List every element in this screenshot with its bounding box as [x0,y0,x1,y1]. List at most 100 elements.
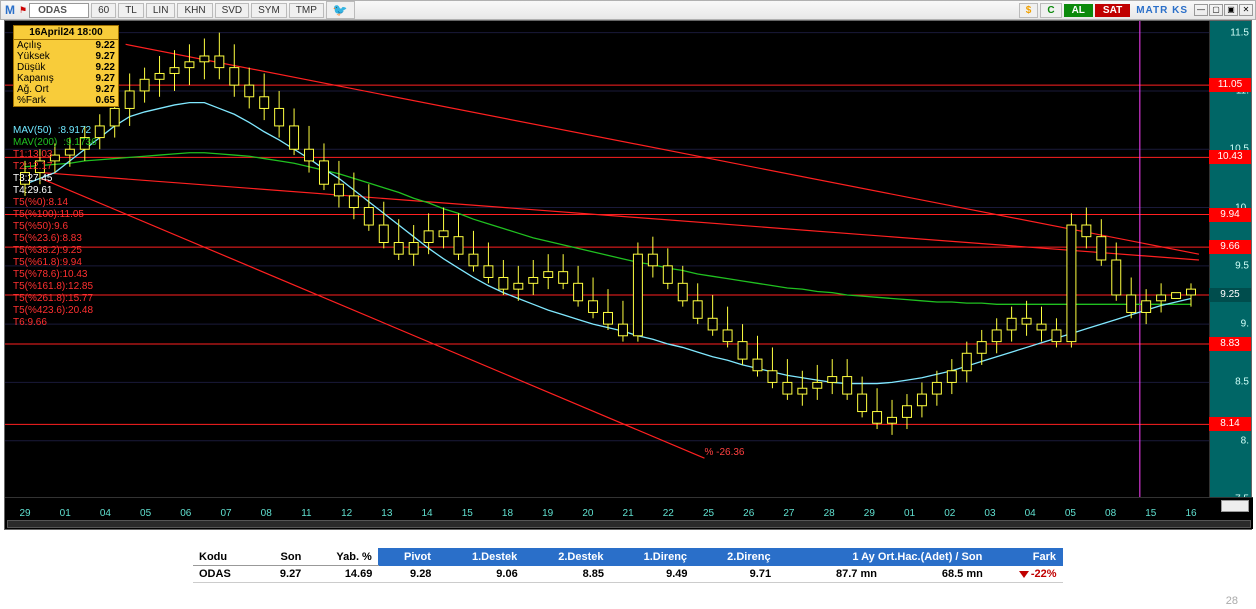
chart-container: % -26.36 16April24 18:00 Açılış9.22Yükse… [4,20,1252,530]
currency-button[interactable]: TL [118,3,144,18]
table-cell: ODAS [193,566,258,583]
x-tick: 12 [341,508,352,519]
indicator-label: T5(%23.6):8.83 [13,233,99,245]
y-tick: 8.5 [1235,377,1249,388]
x-tick: 04 [100,508,111,519]
indicator-label: T5(%261.8):15.77 [13,293,99,305]
x-tick: 05 [140,508,151,519]
interval-button[interactable]: 60 [91,3,116,18]
x-fit-button[interactable] [1221,500,1249,512]
x-tick: 07 [220,508,231,519]
x-tick: 08 [1105,508,1116,519]
table-cell: 8.85 [524,566,610,583]
table-cell: 9.71 [694,566,778,583]
x-tick: 21 [623,508,634,519]
flag-icon: ⚑ [19,5,27,16]
x-tick: 04 [1025,508,1036,519]
table-header: 1.Destek [437,549,523,566]
x-tick: 05 [1065,508,1076,519]
indicator-label: MAV(50):8.9172 [13,125,99,137]
x-tick: 29 [864,508,875,519]
x-tick: 08 [261,508,272,519]
x-tick: 11 [301,508,311,519]
ohlc-row: %Fark0.65 [14,95,118,106]
table-cell: -22% [989,566,1063,583]
indicator-label: T5(%100):11.05 [13,209,99,221]
lin-button[interactable]: LIN [146,3,176,18]
buy-button[interactable]: AL [1064,4,1093,17]
sym-button[interactable]: SYM [251,3,287,18]
x-tick: 06 [180,508,191,519]
indicator-label: T5(%423.6):20.48 [13,305,99,317]
x-tick: 13 [381,508,392,519]
x-tick: 20 [582,508,593,519]
ohlc-row: Düşük9.22 [14,62,118,73]
y-last-price: 9.25 [1209,288,1251,302]
trendline-pct-label: % -26.36 [704,447,744,458]
x-tick: 27 [783,508,794,519]
x-tick: 19 [542,508,553,519]
tmp-button[interactable]: TMP [289,3,324,18]
ticker-input[interactable]: ODAS [29,3,89,18]
y-tick: 9. [1241,319,1249,330]
y-tick: 8. [1241,435,1249,446]
ohlc-row: Yüksek9.27 [14,51,118,62]
x-tick: 01 [60,508,71,519]
refresh-button[interactable]: C [1040,3,1061,18]
x-tick: 26 [743,508,754,519]
y-tick: 11.5 [1230,27,1249,38]
x-tick: 03 [984,508,995,519]
x-tick: 25 [703,508,714,519]
table-header: Pivot [378,549,437,566]
table-header: Yab. % [307,549,378,566]
ohlc-panel: 16April24 18:00 Açılış9.22Yüksek9.27Düşü… [13,25,119,107]
toolbar: M ⚑ ODAS 60 TL LIN KHN SVD SYM TMP 🐦 $ C… [0,0,1256,20]
indicator-label: T5(%38.2):9.25 [13,245,99,257]
table-cell: 87.7 mn [777,566,883,583]
indicator-label: T5(%161.8):12.85 [13,281,99,293]
khn-button[interactable]: KHN [177,3,212,18]
window-buttons[interactable]: —▢▣✕ [1194,4,1253,16]
page-number: 28 [1226,595,1238,607]
x-tick: 15 [1145,508,1156,519]
ohlc-timestamp: 16April24 18:00 [14,26,118,40]
indicator-label: T5(%78.6):10.43 [13,269,99,281]
indicator-label: T1:13.03 [13,149,99,161]
table-header: Fark [989,549,1063,566]
x-tick: 18 [502,508,513,519]
svd-button[interactable]: SVD [215,3,250,18]
table-cell: 68.5 mn [883,566,989,583]
x-tick: 01 [904,508,915,519]
dollar-button[interactable]: $ [1019,3,1039,18]
table-header: Son [258,549,307,566]
x-scrollbar[interactable] [7,520,1251,528]
y-highlight: 8.83 [1209,337,1251,351]
indicator-labels: MAV(50):8.9172MAV(200):9.1736T1:13.03T2:… [13,125,99,329]
twitter-icon[interactable]: 🐦 [326,1,355,19]
sell-button[interactable]: SAT [1095,4,1130,17]
x-tick: 02 [944,508,955,519]
table-header: 1 Ay Ort.Hac.(Adet) / Son [777,549,989,566]
x-tick: 15 [462,508,473,519]
indicator-label: T6:9.66 [13,317,99,329]
table-header: 2.Destek [524,549,610,566]
y-highlight: 9.66 [1209,240,1251,254]
table-header: 1.Direnç [610,549,694,566]
summary-table: KoduSonYab. %Pivot1.Destek2.Destek1.Dire… [193,548,1063,583]
y-axis: 7.58.8.59.9.510.10.511.11.511.0510.439.9… [1209,21,1251,499]
table-cell: 9.27 [258,566,307,583]
ohlc-row: Kapanış9.27 [14,73,118,84]
table-cell: 14.69 [307,566,378,583]
indicator-label: T5(%0):8.14 [13,197,99,209]
x-axis: 2901040506070811121314151819202122252627… [5,497,1253,529]
ohlc-row: Ağ. Ort9.27 [14,84,118,95]
table-cell: 9.28 [378,566,437,583]
y-highlight: 11.05 [1209,78,1251,92]
y-highlight: 8.14 [1209,417,1251,431]
chart-plot[interactable]: % -26.36 [5,21,1211,499]
ohlc-row: Açılış9.22 [14,40,118,51]
indicator-label: T5(%61.8):9.94 [13,257,99,269]
x-tick: 14 [422,508,433,519]
indicator-label: T4:29.61 [13,185,99,197]
y-tick: 9.5 [1235,260,1249,271]
